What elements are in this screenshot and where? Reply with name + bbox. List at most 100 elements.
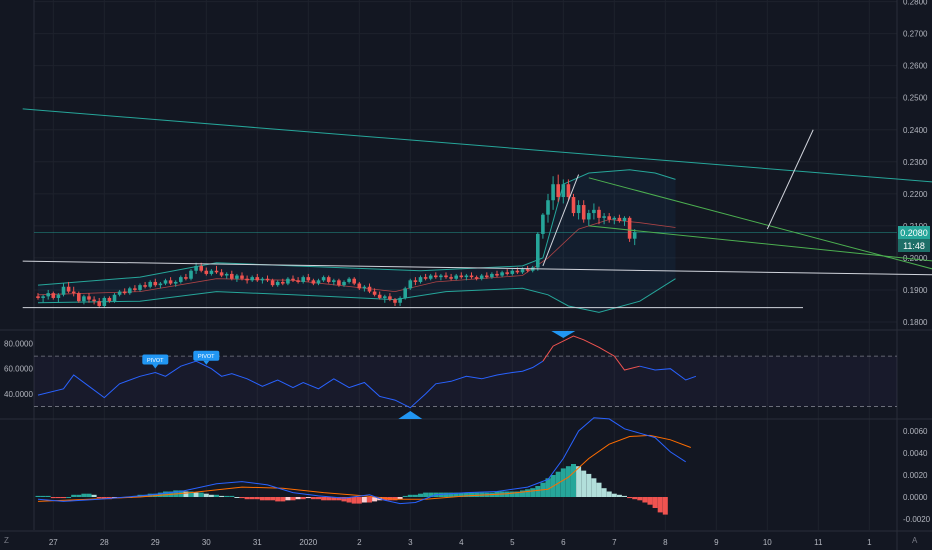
- candle: [367, 283, 372, 294]
- candle: [245, 275, 249, 284]
- candle: [403, 286, 407, 300]
- macd-histogram-bar: [214, 494, 219, 497]
- candle-body: [82, 296, 86, 302]
- candle-body: [541, 214, 545, 234]
- candle-body: [71, 291, 76, 294]
- candle-body: [199, 265, 203, 271]
- macd-histogram-bar: [571, 464, 576, 497]
- candle-body: [632, 232, 637, 239]
- candle: [428, 273, 433, 281]
- candle-body: [179, 277, 183, 282]
- candle-body: [556, 184, 560, 198]
- candle: [321, 275, 326, 282]
- candle: [224, 272, 229, 279]
- macd-histogram-bar: [423, 492, 429, 497]
- candle: [97, 297, 101, 308]
- candle-body: [117, 291, 122, 295]
- candle: [138, 283, 142, 292]
- candle-body: [500, 272, 504, 276]
- candle: [260, 277, 265, 284]
- candle-body: [163, 280, 168, 284]
- macd-histogram-bar: [321, 497, 327, 501]
- price-axis-label: 0.2300: [903, 158, 928, 167]
- macd-histogram-bar: [310, 497, 316, 500]
- macd-axis-label: 0.0020: [903, 471, 928, 480]
- candle-body: [316, 280, 321, 284]
- candle-body: [66, 286, 71, 292]
- candle-body: [597, 209, 601, 218]
- trendline: [588, 177, 932, 270]
- candle: [622, 216, 627, 226]
- macd-histogram-bar: [627, 497, 633, 499]
- candle: [102, 296, 107, 308]
- macd-histogram-bar: [418, 493, 423, 497]
- candle: [607, 213, 611, 223]
- candle: [612, 216, 617, 225]
- pivot-label-text: PIVOT: [147, 358, 164, 364]
- candle: [153, 278, 158, 287]
- price-axis-label: 0.2700: [903, 30, 928, 39]
- macd-histogram-bar: [331, 497, 337, 501]
- macd-histogram-bar: [244, 497, 250, 500]
- candle-body: [255, 277, 260, 281]
- macd-histogram-bar: [290, 497, 296, 501]
- macd-histogram-bar: [525, 489, 531, 497]
- macd-histogram-bar: [596, 482, 602, 497]
- auto-scale-button[interactable]: A: [912, 536, 918, 545]
- macd-histogram-bar: [407, 494, 413, 497]
- candle-body: [245, 278, 249, 281]
- macd-histogram-bar: [397, 497, 403, 500]
- candle: [296, 277, 300, 284]
- candle-body: [184, 277, 188, 279]
- rsi-axis-label: 80.0000: [4, 340, 33, 349]
- time-axis-label: 3: [408, 538, 413, 547]
- macd-histogram-bar: [203, 493, 209, 497]
- candle-body: [107, 297, 112, 302]
- macd-histogram-bar: [458, 492, 464, 497]
- time-axis-label: 7: [612, 538, 617, 547]
- candle: [214, 265, 219, 274]
- candle: [423, 273, 428, 281]
- price-axis-label: 0.1900: [903, 286, 928, 295]
- candle: [541, 213, 545, 239]
- candle: [332, 278, 336, 286]
- macd-histogram-bar: [76, 494, 82, 497]
- candle-body: [173, 281, 178, 284]
- candle-body: [153, 281, 158, 286]
- macd-histogram-bar: [632, 497, 638, 500]
- macd-histogram-bar: [249, 497, 255, 500]
- candle: [265, 275, 270, 282]
- price-axis-label: 0.2000: [903, 254, 928, 263]
- candle-body: [296, 280, 300, 282]
- candle: [173, 280, 178, 287]
- candle: [163, 278, 168, 286]
- macd-histogram-bar: [372, 497, 378, 502]
- candle: [490, 272, 494, 279]
- candle: [301, 275, 305, 284]
- time-axis-label: 8: [663, 538, 668, 547]
- candle: [286, 277, 290, 286]
- candle-body: [209, 270, 214, 274]
- zoom-toggle-button[interactable]: Z: [4, 536, 9, 545]
- rsi-bottom-marker: [398, 411, 423, 419]
- macd-histogram-bar: [270, 497, 276, 501]
- rsi-axis-label: 60.0000: [4, 365, 33, 374]
- macd-histogram-bar: [356, 497, 362, 504]
- candle-body: [128, 288, 132, 294]
- candle-body: [194, 265, 198, 271]
- candle-body: [434, 275, 438, 278]
- bar-countdown-tag: 11:48: [898, 239, 930, 252]
- bollinger-lower-line: [37, 278, 676, 313]
- candle-body: [612, 217, 617, 220]
- candle: [112, 293, 117, 303]
- candle: [408, 278, 413, 290]
- candle: [571, 193, 576, 217]
- candle-body: [377, 294, 382, 298]
- macd-histogram-bar: [341, 497, 347, 502]
- candle-body: [485, 275, 489, 278]
- candle-body: [260, 278, 265, 281]
- pivot-label-pointer: [203, 360, 210, 365]
- candle-body: [102, 297, 107, 306]
- time-axis-label: 6: [561, 538, 566, 547]
